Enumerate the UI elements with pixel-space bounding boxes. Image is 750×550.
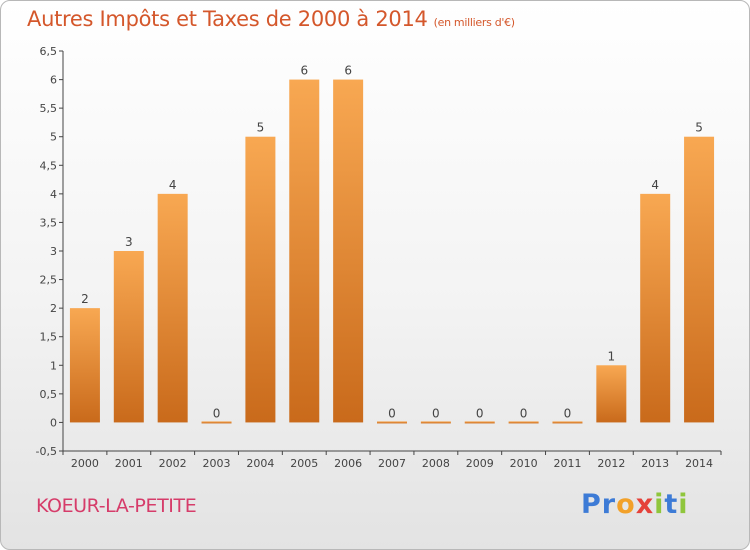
data-label-2005: 6: [300, 64, 308, 78]
x-tick-label: 2001: [115, 457, 143, 470]
logo-letter: t: [664, 489, 679, 520]
bar-2009: [464, 421, 495, 424]
logo-letter: o: [616, 489, 636, 520]
x-tick-label: 2014: [685, 457, 713, 470]
y-tick-label: 5,5: [40, 102, 58, 115]
bar-2005: [289, 79, 320, 423]
data-label-2012: 1: [608, 349, 616, 363]
data-label-2004: 5: [257, 121, 265, 135]
data-label-2011: 0: [564, 406, 572, 420]
bar-2014: [684, 136, 715, 423]
x-tick-label: 2009: [466, 457, 494, 470]
commune-name: KOEUR-LA-PETITE: [36, 495, 197, 517]
bar-2007: [377, 421, 407, 424]
y-tick-label: 4,5: [40, 159, 58, 172]
chart-title-text: Autres Impôts et Taxes de 2000 à 2014: [27, 7, 428, 31]
data-label-2014: 5: [695, 121, 703, 135]
bar-2011: [552, 421, 583, 424]
chart-subtitle: (en milliers d'€): [433, 16, 515, 29]
bar-2003: [201, 421, 232, 424]
logo-letter: r: [601, 489, 617, 520]
bar-2000: [69, 308, 100, 423]
data-label-2009: 0: [476, 406, 484, 420]
data-label-2010: 0: [520, 406, 528, 420]
x-tick-label: 2003: [203, 457, 231, 470]
logo-letter: x: [635, 489, 655, 520]
x-tick-label: 2011: [553, 457, 581, 470]
bar-2008: [420, 421, 451, 424]
chart-title: Autres Impôts et Taxes de 2000 à 2014 (en…: [27, 7, 515, 31]
y-tick-label: 1: [50, 359, 57, 372]
data-label-2002: 4: [169, 178, 177, 192]
bar-2012: [596, 365, 627, 423]
x-tick-label: 2012: [597, 457, 625, 470]
y-tick-label: 2: [50, 302, 57, 315]
x-tick-label: 2007: [378, 457, 406, 470]
data-label-2006: 6: [344, 64, 352, 78]
bar-2004: [245, 136, 276, 423]
y-tick-label: 0,5: [40, 388, 58, 401]
data-label-2007: 0: [388, 406, 396, 420]
y-tick-label: 4: [50, 188, 57, 201]
bar-2001: [113, 251, 144, 423]
y-tick-label: 0: [50, 416, 57, 429]
bar-2010: [508, 421, 539, 424]
logo-letter: i: [678, 489, 689, 520]
y-tick-label: 2,5: [40, 274, 58, 287]
y-tick-label: -0,5: [36, 445, 57, 458]
proxiti-logo: Proxiti: [581, 489, 689, 520]
bar-2002: [157, 193, 188, 423]
logo-letter: P: [581, 489, 602, 520]
data-label-2001: 3: [125, 235, 133, 249]
data-labels: 2 3 4 0 5 6 6 0 0 0 0 0 1 4 5: [81, 64, 703, 421]
y-tick-label: 6,5: [40, 45, 58, 58]
x-tick-label: 2005: [290, 457, 318, 470]
y-tick-label: 5: [50, 131, 57, 144]
x-tick-label: 2000: [71, 457, 99, 470]
data-label-2003: 0: [213, 406, 221, 420]
x-tick-label: 2006: [334, 457, 362, 470]
y-tick-label: 3: [50, 245, 57, 258]
x-tick-label: 2004: [246, 457, 274, 470]
x-tick-label: 2002: [159, 457, 187, 470]
y-tick-label: 1,5: [40, 331, 58, 344]
data-label-2008: 0: [432, 406, 440, 420]
data-label-2000: 2: [81, 292, 89, 306]
bars: [69, 79, 715, 424]
data-label-2013: 4: [651, 178, 659, 192]
x-tick-label: 2008: [422, 457, 450, 470]
x-tick-label: 2010: [510, 457, 538, 470]
logo-letter: i: [654, 489, 665, 520]
x-tick-label: 2013: [641, 457, 669, 470]
bar-2006: [333, 79, 364, 423]
y-tick-label: 3,5: [40, 216, 58, 229]
bar-2013: [640, 193, 671, 423]
y-tick-label: 6: [50, 74, 57, 87]
